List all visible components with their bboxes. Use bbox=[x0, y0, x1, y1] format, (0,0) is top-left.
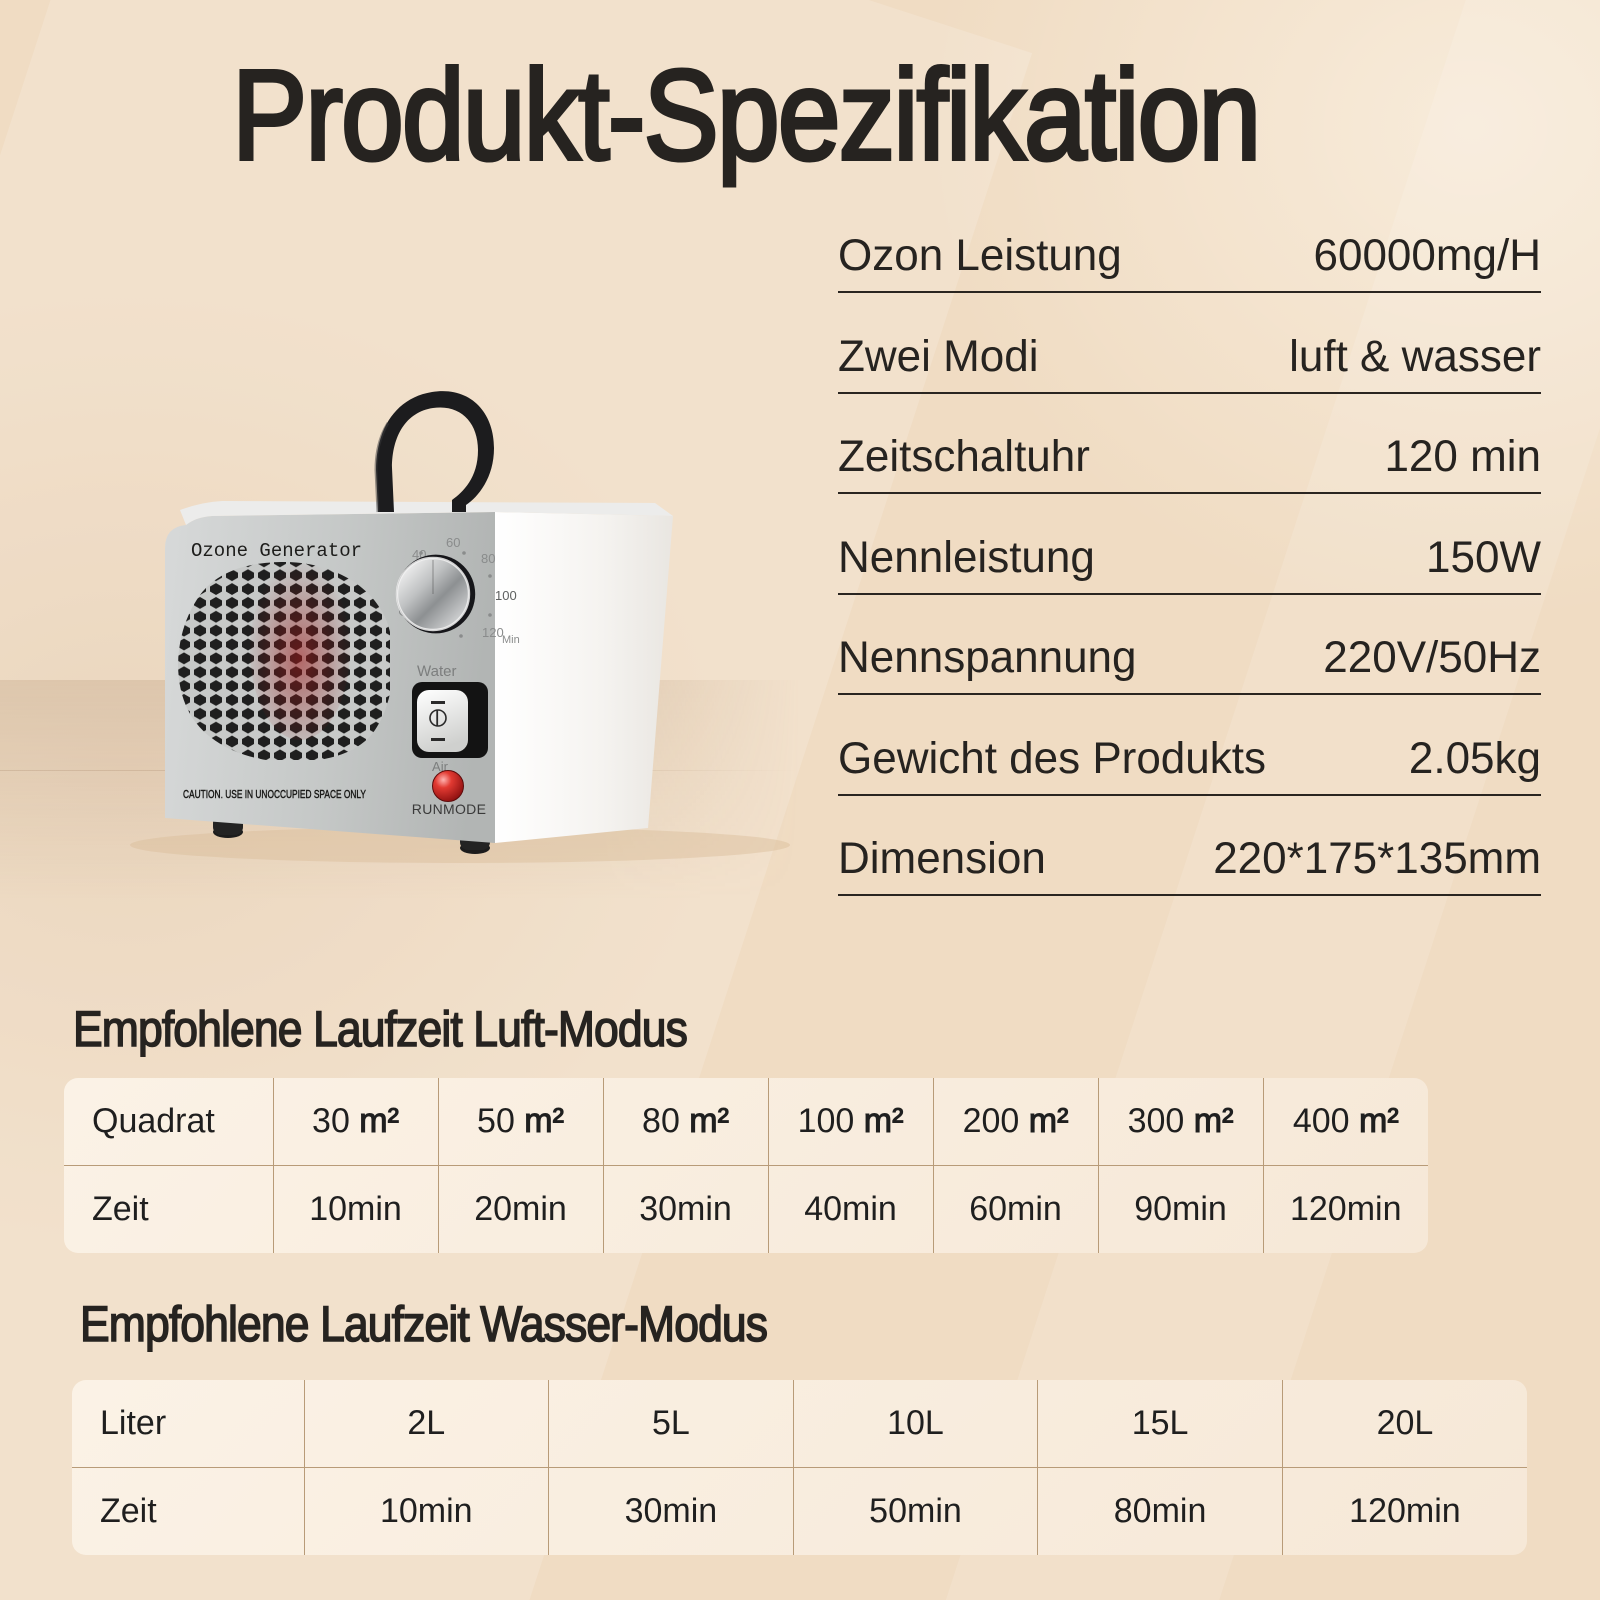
svg-text:RUNMODE: RUNMODE bbox=[412, 801, 486, 817]
svg-text:60: 60 bbox=[446, 535, 460, 550]
svg-text:100: 100 bbox=[495, 588, 517, 603]
svg-text:Ozone Generator: Ozone Generator bbox=[191, 540, 362, 562]
svg-text:120: 120 bbox=[482, 625, 504, 640]
svg-text:CAUTION. USE IN UNOCCUPIED SPA: CAUTION. USE IN UNOCCUPIED SPACE ONLY bbox=[183, 788, 367, 801]
svg-text:80: 80 bbox=[481, 551, 495, 566]
svg-text:Min: Min bbox=[502, 634, 520, 646]
svg-text:Water: Water bbox=[417, 663, 456, 680]
